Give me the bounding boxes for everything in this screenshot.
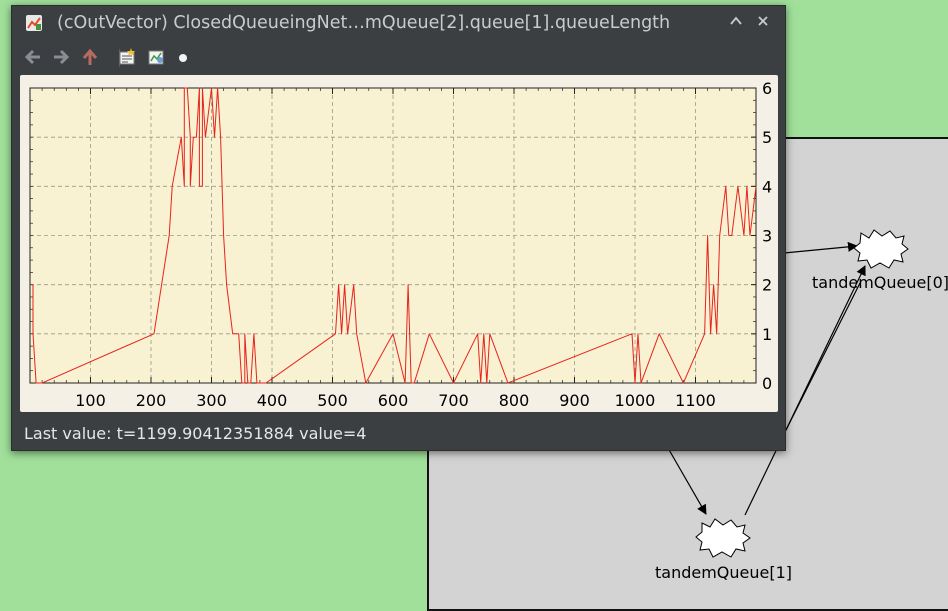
y-tick-label: 0 — [762, 374, 772, 393]
window-titlebar[interactable]: (cOutVector) ClosedQueueingNet…mQueue[2]… — [12, 6, 785, 40]
queue-node-icon[interactable] — [853, 229, 909, 269]
connection-arrow — [667, 447, 707, 515]
toolbar — [12, 42, 785, 72]
y-tick-label: 2 — [762, 276, 772, 295]
x-tick-label: 700 — [438, 391, 469, 410]
connection-arrow — [785, 282, 861, 431]
close-icon[interactable] — [753, 13, 773, 33]
y-tick-label: 3 — [762, 227, 772, 246]
x-tick-label: 300 — [196, 391, 227, 410]
collapse-chevron-icon[interactable] — [726, 13, 746, 33]
y-tick-label: 1 — [762, 325, 772, 344]
node-label-tandem-queue-1: tandemQueue[1] — [655, 563, 793, 582]
back-arrow-icon[interactable] — [22, 46, 44, 68]
grid-lines — [30, 88, 756, 383]
forward-arrow-icon[interactable] — [50, 46, 72, 68]
output-vector-window[interactable]: (cOutVector) ClosedQueueingNet…mQueue[2]… — [11, 5, 786, 451]
dot-icon[interactable] — [175, 46, 197, 68]
y-tick-label: 4 — [762, 177, 772, 196]
queue-node-icon[interactable] — [695, 518, 751, 558]
x-axis-tick-labels: 100 200 300 400 500 600 700 800 900 1000 1100 — [75, 391, 716, 410]
queue-length-series-line — [31, 87, 757, 384]
node-label-tandem-queue-0: tandemQueue[0] — [812, 273, 948, 292]
x-tick-label: 400 — [257, 391, 288, 410]
y-tick-label: 5 — [762, 128, 772, 147]
x-tick-label: 100 — [75, 391, 106, 410]
x-tick-label: 600 — [378, 391, 409, 410]
up-arrow-icon[interactable] — [79, 46, 101, 68]
x-tick-label: 500 — [317, 391, 348, 410]
series-group — [31, 87, 757, 384]
x-tick-label: 900 — [559, 391, 590, 410]
x-tick-label: 1000 — [615, 391, 656, 410]
chart-properties-icon[interactable] — [145, 46, 167, 68]
add-chart-icon[interactable] — [116, 46, 138, 68]
y-tick-label: 6 — [762, 79, 772, 98]
connection-arrow — [783, 241, 858, 254]
x-tick-label: 200 — [136, 391, 167, 410]
vector-chart-app-icon — [26, 15, 42, 31]
y-axis-tick-labels: 0 1 2 3 4 5 6 — [762, 79, 772, 393]
x-tick-label: 1100 — [675, 391, 716, 410]
window-title: (cOutVector) ClosedQueueingNet…mQueue[2]… — [57, 13, 671, 33]
last-value-status: Last value: t=1199.90412351884 value=4 — [24, 424, 367, 443]
x-tick-label: 800 — [499, 391, 530, 410]
connection-arrow — [744, 265, 866, 516]
